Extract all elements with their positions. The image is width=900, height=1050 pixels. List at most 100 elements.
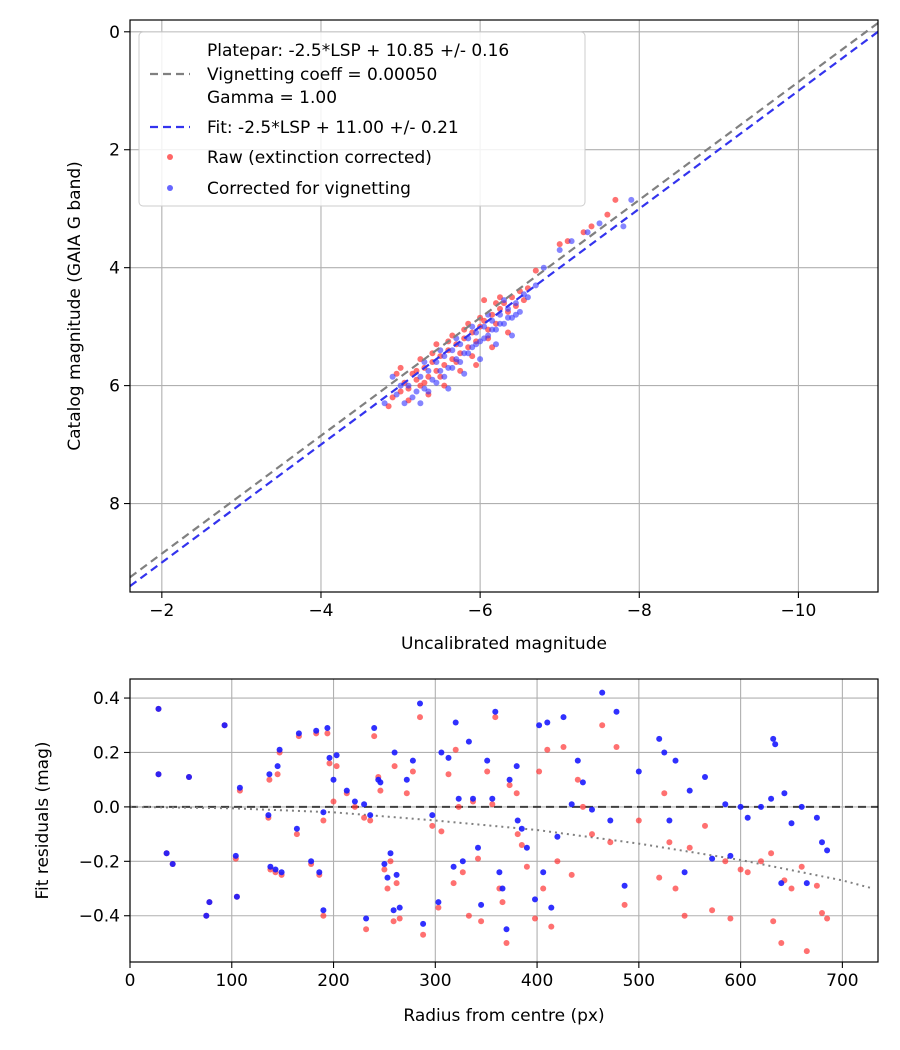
raw-point [492,714,499,721]
corrected-point [727,852,734,859]
raw-point [604,211,611,218]
corrected-point [326,754,333,761]
corrected-point [320,907,327,914]
corrected-point [758,803,764,810]
corrected-point [478,901,485,908]
corrected-point [475,844,481,851]
corrected-point [489,326,496,333]
raw-point [387,858,394,865]
raw-point [371,733,378,740]
raw-point [613,744,620,750]
corrected-point [512,311,519,318]
raw-point [420,931,427,938]
raw-point [727,915,734,922]
corrected-point [459,858,466,865]
x-tick-label: −2 [149,601,174,621]
axes-frame [129,678,879,963]
corrected-point [417,700,423,707]
corrected-point [681,869,688,876]
corrected-point [233,893,240,900]
y-tick-label: −0.2 [79,852,120,872]
corrected-point [709,855,716,862]
raw-point [438,828,445,835]
raw-point [377,787,384,794]
corrected-point [313,727,320,734]
corrected-point [333,752,340,759]
raw-point [421,379,428,386]
x-tick-label: 300 [419,971,451,991]
legend-marker-swatch [167,154,173,160]
corrected-point [540,869,547,876]
raw-point [506,782,513,789]
corrected-point [492,708,499,715]
corrected-point [163,850,170,857]
raw-point [475,855,481,862]
legend-label: Gamma = 1.00 [207,88,337,108]
corrected-point [293,825,300,832]
raw-point [452,746,459,753]
x-axis-label: Radius from centre (px) [403,1006,604,1026]
x-tick-label: −8 [627,601,652,621]
corrected-point [449,347,456,354]
raw-point [429,822,436,829]
legend-label: Fit: -2.5*LSP + 11.00 +/- 0.21 [207,118,459,138]
corrected-point [584,229,591,236]
y-tick-label: 0 [109,23,120,43]
x-axis-label: Uncalibrated magnitude [401,634,607,654]
corrected-point [824,847,831,854]
legend-box [138,31,586,207]
corrected-point [540,264,547,271]
raw-point [770,918,777,925]
corrected-point [465,350,472,357]
raw-point [384,885,391,892]
corrected-point [772,741,779,748]
raw-point [560,744,567,750]
corrected-point [702,774,708,780]
y-tick-label: 4 [109,259,120,279]
raw-point [391,763,398,770]
corrected-point [435,899,442,906]
raw-point [320,817,327,824]
corrected-point [417,400,424,407]
y-tick-label: 0.4 [93,689,120,709]
corrected-point [497,320,503,327]
raw-point [450,880,457,887]
corrected-point [489,795,496,802]
raw-point [417,714,423,721]
raw-point [768,850,775,857]
raw-point [656,874,663,881]
corrected-point [788,820,795,827]
corrected-point [420,920,427,927]
corrected-point [381,400,388,407]
corrected-point [493,341,499,348]
corrected-point [574,757,581,764]
corrected-point [513,763,520,770]
corrected-point [568,238,575,245]
corrected-point [499,885,506,892]
legend-marker-swatch [167,185,173,191]
raw-point [788,885,795,892]
corrected-point [554,833,561,840]
corrected-point [744,814,751,821]
corrected-point [514,817,521,824]
corrected-point [722,801,729,808]
corrected-point [429,812,436,819]
raw-point [363,926,370,933]
raw-point [274,771,281,778]
corrected-point [473,329,480,336]
raw-point [409,768,416,775]
corrected-point [236,784,243,791]
x-tick-label: 200 [317,971,349,991]
corrected-point [371,725,378,731]
corrected-point [396,904,403,911]
corrected-point [381,861,388,867]
corrected-point [461,370,468,377]
raw-point [737,866,744,873]
raw-point [518,842,525,848]
corrected-point [389,373,396,380]
corrected-point [506,776,513,783]
corrected-point [409,394,416,401]
corrected-point [232,852,239,859]
vignetting-model-line [130,805,874,890]
corrected-point [295,730,302,737]
